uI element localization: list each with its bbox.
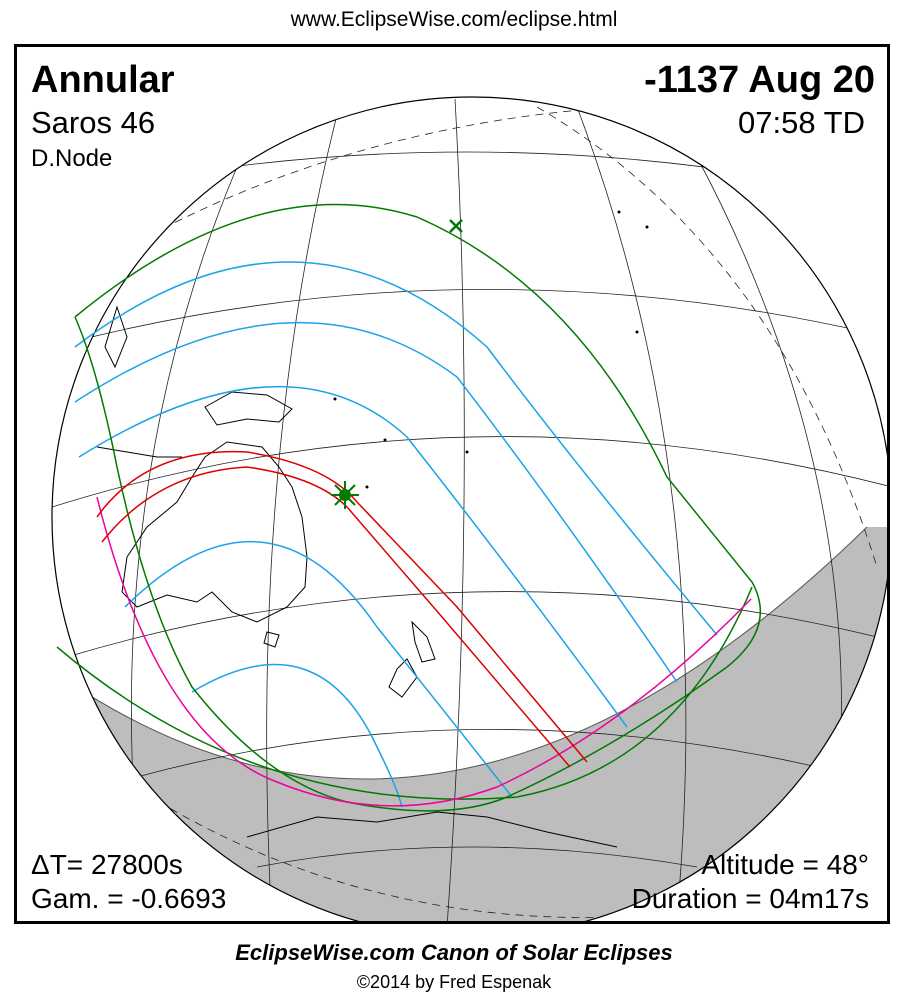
node-label: D.Node — [31, 145, 113, 172]
star-burst-icon — [331, 481, 359, 509]
terminator-line — [52, 526, 868, 780]
eclipse-time: 07:58 TD — [738, 105, 865, 140]
rise-set-curve — [96, 496, 752, 807]
night-shade — [52, 527, 887, 921]
greatest-eclipse-marker — [331, 481, 359, 509]
magnitude-line — [74, 322, 678, 683]
eclipse-date: -1137 Aug 20 — [644, 59, 875, 101]
altitude-value: Altitude = 48° — [701, 849, 869, 880]
globe-map — [51, 96, 887, 921]
indonesia-coast — [96, 446, 182, 458]
gamma-value: Gam. = -0.6693 — [31, 883, 227, 914]
saros-number: Saros 46 — [31, 105, 156, 140]
magnitude-line — [191, 663, 403, 808]
magnitude-line — [74, 261, 718, 636]
delta-t-value: ΔT= 27800s — [31, 849, 183, 880]
penumbral-limits — [56, 203, 762, 812]
antarctica-coast — [246, 811, 618, 848]
magnitude-line — [124, 540, 513, 798]
magnitude-line — [78, 385, 628, 728]
new-zealand-north — [411, 620, 436, 663]
canon-title: EclipseWise.com Canon of Solar Eclipses — [235, 940, 673, 965]
source-url[interactable]: www.EclipseWise.com/eclipse.html — [290, 8, 618, 31]
central-path-north — [96, 450, 588, 763]
copyright-line: ©2014 by Fred Espenak — [356, 972, 552, 992]
northern-limit-outline — [74, 203, 762, 812]
globe-outline — [51, 96, 887, 921]
eclipse-map-panel: Annular Saros 46 D.Node -1137 Aug 20 07:… — [14, 44, 890, 924]
x-cross-icon — [449, 219, 463, 233]
philippines-coast — [104, 305, 128, 369]
magnitude-lines — [74, 261, 718, 808]
island-dots — [333, 210, 649, 489]
graticule-dashed — [76, 106, 878, 918]
new-guinea-coast — [204, 391, 293, 426]
eclipse-type: Annular — [31, 59, 175, 101]
duration-value: Duration = 04m17s — [631, 883, 869, 914]
southern-limit-curve — [56, 586, 753, 800]
tasmania — [263, 631, 280, 648]
